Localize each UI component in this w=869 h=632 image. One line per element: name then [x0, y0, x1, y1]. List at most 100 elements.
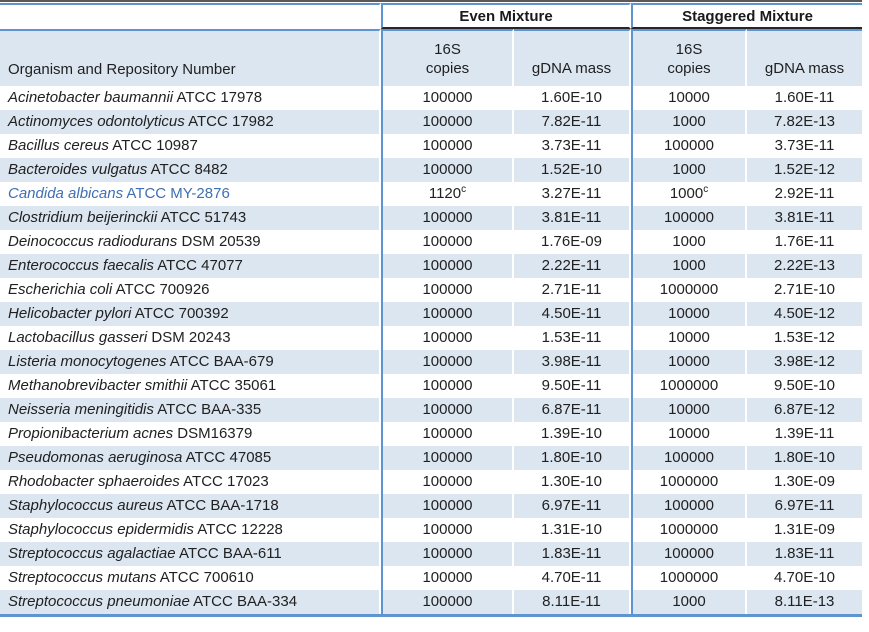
even-16s-copies-value: 100000	[381, 254, 514, 278]
even-gdna-mass-value: 2.71E-11	[514, 278, 631, 302]
table-row: Lactobacillus gasseri DSM 20243 100000 1…	[0, 326, 862, 350]
repository-number: ATCC 700926	[115, 281, 210, 298]
organism-column-header: Organism and Repository Number	[0, 29, 381, 86]
table-row: Deinococcus radiodurans DSM 20539 100000…	[0, 230, 862, 254]
table-row: Escherichia coli ATCC 700926 100000 2.71…	[0, 278, 862, 302]
even-gdna-mass-value: 1.30E-10	[514, 470, 631, 494]
even-gdna-mass-value: 3.27E-11	[514, 182, 631, 206]
table-row: Enterococcus faecalis ATCC 47077 100000 …	[0, 254, 862, 278]
table-row: Helicobacter pylori ATCC 700392 100000 4…	[0, 302, 862, 326]
organism-name: Bacillus cereus	[8, 137, 109, 154]
staggered-gdna-mass-value: 9.50E-10	[774, 377, 835, 394]
repository-number: ATCC 47077	[157, 257, 243, 274]
even-gdna-mass-value: 7.82E-11	[514, 110, 631, 134]
mock-community-table-container: Even Mixture Staggered Mixture Organism …	[0, 0, 862, 617]
organism-name: Bacteroides vulgatus	[8, 161, 148, 178]
even-16s-copies-value: 100000	[381, 230, 514, 254]
even-gdna-mass-value: 1.52E-10	[514, 158, 631, 182]
organism-name: Listeria monocytogenes	[8, 353, 167, 370]
even-16s-copies-value: 100000	[381, 590, 514, 614]
staggered-16s-copies-value: 1000000	[631, 374, 747, 398]
staggered-gdna-mass-value: 3.98E-12	[747, 350, 862, 374]
repository-number: ATCC 35061	[190, 377, 277, 394]
staggered-16s-copies-value: 1000	[631, 158, 747, 182]
table-row: Pseudomonas aeruginosa ATCC 47085 100000…	[0, 446, 862, 470]
staggered-gdna-mass-value: 3.73E-11	[774, 137, 835, 154]
organism-name: Clostridium beijerinckii	[8, 209, 158, 226]
organism-cell: Lactobacillus gasseri DSM 20243	[0, 326, 381, 350]
even-16s-copies-value: 100000	[381, 278, 514, 302]
staggered-gdna-mass-value: 1.60E-11	[774, 89, 835, 106]
organism-name: Staphylococcus epidermidis	[8, 521, 194, 538]
even-16s-copies-value: 100000	[381, 110, 514, 134]
staggered-16s-copies-value: 1000000	[631, 518, 747, 542]
organism-name: Escherichia coli	[8, 281, 113, 298]
even-16s-copies-header: 16S copies	[381, 29, 514, 86]
staggered-gdna-mass-value: 3.81E-11	[747, 206, 862, 230]
organism-cell: Rhodobacter sphaeroides ATCC 17023	[0, 470, 381, 494]
staggered-mixture-group-header: Staggered Mixture	[631, 3, 862, 29]
staggered-16s-copies-value: 100000	[631, 206, 747, 230]
table-row: Streptococcus pneumoniae ATCC BAA-334 10…	[0, 590, 862, 614]
even-gdna-mass-value: 1.83E-11	[514, 542, 631, 566]
table-row: Propionibacterium acnes DSM16379 100000 …	[0, 422, 862, 446]
even-16s-copies-value: 100000	[381, 350, 514, 374]
even-mixture-group-header: Even Mixture	[381, 3, 631, 29]
group-header-row: Even Mixture Staggered Mixture	[0, 3, 862, 29]
even-16s-copies-value: 100000	[381, 542, 514, 566]
staggered-gdna-mass-value: 1.30E-09	[774, 473, 835, 490]
table-row: Streptococcus mutans ATCC 700610 100000 …	[0, 566, 862, 590]
organism-name: Methanobrevibacter smithii	[8, 377, 188, 394]
staggered-gdna-mass-header-label: gDNA mass	[764, 60, 845, 77]
staggered-16s-copies-value: 1000	[631, 110, 747, 134]
even-gdna-mass-value: 1.31E-10	[514, 518, 631, 542]
organism-name: Acinetobacter baumannii	[8, 89, 174, 106]
organism-cell: Acinetobacter baumannii ATCC 17978	[0, 86, 381, 110]
staggered-gdna-mass-value: 2.92E-11	[774, 185, 835, 202]
organism-cell: Enterococcus faecalis ATCC 47077	[0, 254, 381, 278]
table-row: Staphylococcus epidermidis ATCC 12228 10…	[0, 518, 862, 542]
even-gdna-mass-value: 3.98E-11	[514, 350, 631, 374]
even-16s-copies-value: 100000	[381, 134, 514, 158]
staggered-16s-copies-value: 1000c	[631, 182, 747, 206]
even-16s-copies-value: 100000	[381, 398, 514, 422]
organism-name: Streptococcus agalactiae	[8, 545, 176, 562]
repository-number: ATCC 700610	[159, 569, 254, 586]
organism-name: Candida albicans	[8, 185, 124, 202]
even-gdna-mass-header: gDNA mass	[514, 29, 631, 86]
organism-cell: Clostridium beijerinckii ATCC 51743	[0, 206, 381, 230]
staggered-gdna-mass-header: gDNA mass	[747, 29, 862, 86]
staggered-16s-copies-header: 16S copies	[631, 29, 747, 86]
footnote-marker: c	[461, 184, 467, 195]
even-gdna-mass-value: 1.60E-10	[514, 86, 631, 110]
table-row: Candida albicans ATCC MY-2876 1120c 3.27…	[0, 182, 862, 206]
staggered-16s-copies-value: 1000	[631, 254, 747, 278]
table-row: Bacteroides vulgatus ATCC 8482 100000 1.…	[0, 158, 862, 182]
repository-number: ATCC 8482	[150, 161, 228, 178]
staggered-16s-copies-value: 1000000	[631, 470, 747, 494]
staggered-16s-copies-value: 10000	[631, 398, 747, 422]
organism-cell: Methanobrevibacter smithii ATCC 35061	[0, 374, 381, 398]
organism-cell: Helicobacter pylori ATCC 700392	[0, 302, 381, 326]
staggered-16s-copies-header-line2: copies	[667, 60, 711, 77]
group-header-spacer	[0, 3, 381, 29]
table-row: Streptococcus agalactiae ATCC BAA-611 10…	[0, 542, 862, 566]
table-header: Even Mixture Staggered Mixture Organism …	[0, 3, 862, 86]
table-row: Bacillus cereus ATCC 10987 100000 3.73E-…	[0, 134, 862, 158]
organism-cell: Streptococcus pneumoniae ATCC BAA-334	[0, 590, 381, 614]
even-16s-copies-value: 100000	[381, 206, 514, 230]
repository-number: ATCC 17023	[183, 473, 269, 490]
staggered-gdna-mass-value: 1.83E-11	[747, 542, 862, 566]
staggered-gdna-mass-value: 2.22E-13	[747, 254, 862, 278]
table-row: Neisseria meningitidis ATCC BAA-335 1000…	[0, 398, 862, 422]
staggered-16s-copies-value: 100000	[631, 446, 747, 470]
staggered-gdna-mass-value: 2.71E-10	[774, 281, 835, 298]
staggered-gdna-mass-value: 1.52E-12	[747, 158, 862, 182]
staggered-16s-copies-header-line1: 16S	[675, 41, 703, 58]
repository-number: ATCC BAA-334	[193, 593, 298, 610]
staggered-16s-copies-value: 10000	[631, 422, 747, 446]
repository-number: ATCC 12228	[197, 521, 283, 538]
repository-number: ATCC 17978	[176, 89, 263, 106]
organism-cell: Propionibacterium acnes DSM16379	[0, 422, 381, 446]
even-gdna-mass-value: 3.81E-11	[514, 206, 631, 230]
